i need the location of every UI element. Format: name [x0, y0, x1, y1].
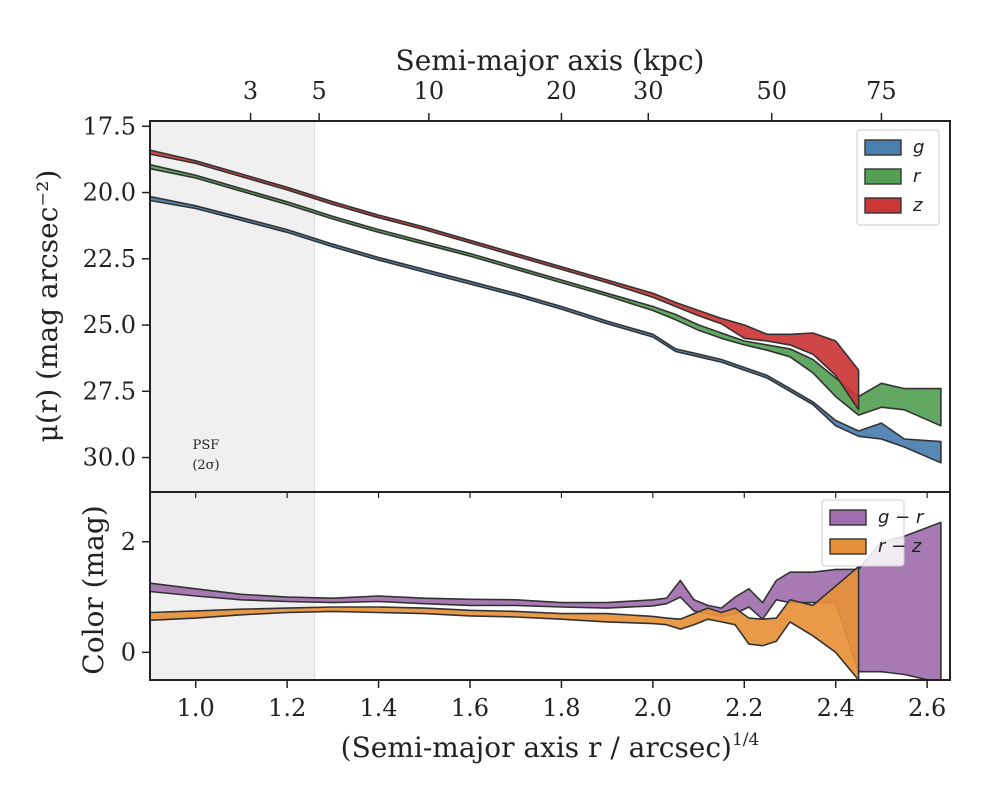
- x-tick-label: 1.0: [177, 694, 215, 722]
- y-axis-title-bottom: Color (mag): [77, 505, 110, 674]
- x-tick-label: 1.8: [542, 694, 580, 722]
- top-tick-label: 5: [312, 77, 327, 105]
- panel-color-series: [150, 521, 942, 680]
- top-tick-label: 20: [546, 77, 577, 105]
- x-tick-label: 2.6: [908, 694, 946, 722]
- x-axis-title-main: (Semi-major axis r / arcsec): [341, 731, 732, 764]
- legend-swatch-g: [864, 139, 902, 156]
- x-tick-label: 2.4: [817, 694, 855, 722]
- top-tick-label: 75: [866, 77, 897, 105]
- legend-swatch-z: [864, 197, 902, 214]
- series-band-g: [150, 195, 942, 464]
- x-axis-title: (Semi-major axis r / arcsec)1/4: [341, 730, 760, 764]
- y-tick-label: 27.5: [83, 377, 136, 405]
- legend-swatch-r-z: [829, 538, 867, 555]
- legend-label-r-z: r − z: [878, 536, 922, 557]
- top-tick-label: 3: [243, 77, 258, 105]
- y-tick-label: 0: [121, 638, 136, 666]
- y-tick-label: 17.5: [83, 112, 136, 140]
- series-band-g-r: [150, 521, 942, 680]
- top-axis-title: Semi-major axis (kpc): [396, 44, 705, 77]
- y-tick-label: 25.0: [83, 311, 136, 339]
- x-tick-label: 1.2: [268, 694, 306, 722]
- y-tick-label: 2: [121, 528, 136, 556]
- panel-frame-1: [149, 491, 951, 681]
- legend-label-r: r: [913, 166, 922, 187]
- top-tick-label: 10: [414, 77, 445, 105]
- y-tick-label: 22.5: [83, 245, 136, 273]
- x-tick-label: 1.6: [451, 694, 489, 722]
- legend-swatch-r: [864, 168, 902, 185]
- top-tick-label: 30: [633, 77, 664, 105]
- x-tick-label: 1.4: [359, 694, 397, 722]
- top-tick-label: 50: [756, 77, 787, 105]
- y-tick-label: 20.0: [83, 179, 136, 207]
- series-band-z: [150, 149, 860, 411]
- panel-surface-brightness-series: [150, 149, 942, 464]
- x-tick-label: 2.2: [725, 694, 763, 722]
- legend-label-g-r: g − r: [878, 507, 925, 528]
- legend-swatch-g-r: [829, 509, 867, 526]
- x-axis-title-superscript: 1/4: [732, 730, 759, 750]
- x-tick-label: 2.0: [634, 694, 672, 722]
- psf-label-line1: PSF: [193, 438, 220, 453]
- legend-label-g: g: [913, 137, 924, 158]
- y-axis-title-top: μ(r) (mag arcsec⁻²): [31, 170, 64, 443]
- series-band-r-z: [150, 565, 860, 680]
- axes-layer: 1.0 1.2 1.4 1.6 1.8 2.0 2.2 2.4 2.63 5 10 20 30 50 751…: [83, 77, 951, 722]
- psf-label-line2: (2σ): [192, 458, 219, 473]
- y-tick-label: 30.0: [83, 444, 136, 472]
- legend-layer: grz g − r r − z: [821, 129, 940, 567]
- legend-label-z: z: [912, 195, 923, 216]
- series-layer: [150, 149, 942, 680]
- series-band-r: [150, 163, 942, 427]
